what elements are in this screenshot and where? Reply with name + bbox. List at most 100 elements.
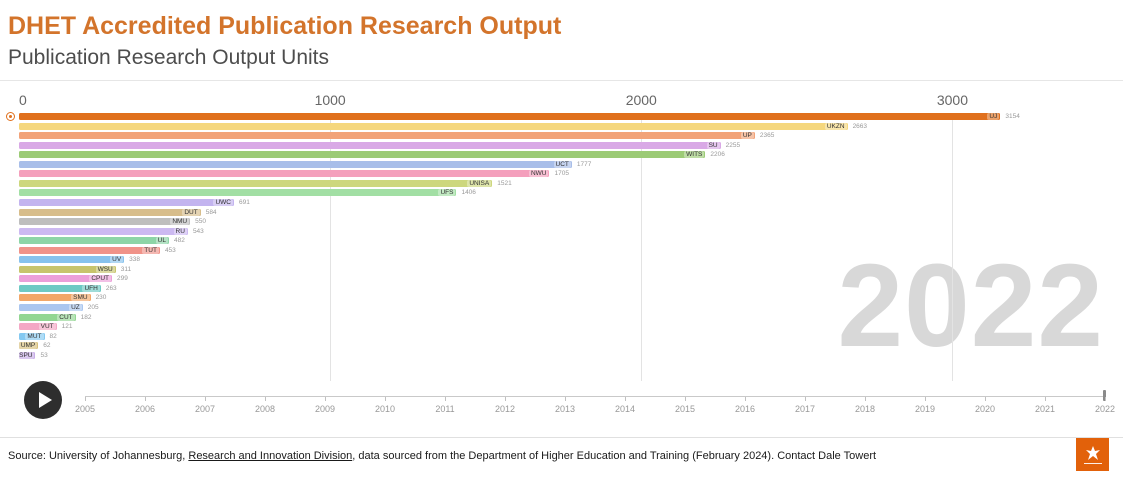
- bar-value-label: 53: [40, 351, 48, 359]
- timeline-tick[interactable]: [565, 397, 566, 401]
- bar-value-label: 584: [205, 208, 217, 216]
- year-watermark: 2022: [837, 240, 1104, 373]
- bar-value-label: 311: [120, 265, 132, 273]
- bar-value-label: 182: [80, 313, 92, 321]
- timeline-year-label[interactable]: 2015: [674, 404, 696, 414]
- timeline-year-label[interactable]: 2009: [314, 404, 336, 414]
- play-button[interactable]: [24, 381, 62, 419]
- bar-value-label: 550: [195, 218, 206, 226]
- timeline-tick[interactable]: [445, 397, 446, 401]
- bar-cut: CUT: [19, 313, 76, 321]
- bar-category-label: UFH: [82, 284, 100, 292]
- timeline-year-label[interactable]: 2021: [1034, 404, 1056, 414]
- timeline-tick[interactable]: [685, 397, 686, 401]
- timeline-tick[interactable]: [865, 397, 866, 401]
- timeline-tick[interactable]: [385, 397, 386, 401]
- bar-row: CUT 182: [19, 313, 1108, 321]
- bar-row: SPU 53: [17, 351, 1108, 359]
- timeline-year-label[interactable]: 2020: [974, 404, 996, 414]
- timeline-year-label[interactable]: 2019: [914, 404, 936, 414]
- bar-uwc: UWC: [19, 198, 234, 206]
- selected-row-marker-icon: [6, 112, 15, 121]
- bar-row: MUT 82: [19, 332, 1108, 340]
- timeline-tick[interactable]: [265, 397, 266, 401]
- bar-value-label: 299: [117, 275, 128, 283]
- bar-wsu: WSU: [19, 265, 116, 273]
- bar-category-label: CUT: [57, 313, 75, 321]
- bar-value-label: 3154: [1005, 113, 1020, 120]
- timeline-tick[interactable]: [505, 397, 506, 401]
- timeline-tick[interactable]: [745, 397, 746, 401]
- bar-category-label: UWC: [213, 198, 233, 206]
- timeline-year-label[interactable]: 2007: [194, 404, 216, 414]
- timeline-year-label[interactable]: 2016: [734, 404, 756, 414]
- bar-category-label: UJ: [987, 113, 1000, 120]
- source-link[interactable]: Research and Innovation Division: [188, 450, 353, 462]
- timeline-tick[interactable]: [145, 397, 146, 401]
- timeline-year-label[interactable]: 2018: [854, 404, 876, 414]
- bar-value-label: 1406: [461, 189, 476, 197]
- timeline-year-label[interactable]: 2012: [494, 404, 516, 414]
- x-axis-tick-label: 1000: [314, 92, 346, 108]
- bar-row: VUT 121: [19, 323, 1108, 331]
- bar-tut: TUT: [19, 246, 160, 254]
- bar-row: TUT 453: [19, 246, 1108, 254]
- bar-row: DUT 584: [19, 208, 1108, 216]
- timeline-tick[interactable]: [925, 397, 926, 401]
- bar-value-label: 453: [164, 246, 176, 254]
- timeline-tick[interactable]: [625, 397, 626, 401]
- timeline-tick[interactable]: [85, 397, 86, 401]
- uj-logo-emblem-icon: [1085, 446, 1100, 460]
- uj-logo-underline: [1083, 463, 1102, 464]
- bar-category-label: NMU: [170, 218, 190, 226]
- timeline-tick[interactable]: [805, 397, 806, 401]
- bar-value-label: 1521: [497, 179, 512, 187]
- x-axis: 0 1000 2000 3000: [19, 92, 1108, 110]
- bar-row: UFS 1406: [19, 189, 1108, 197]
- timeline-handle[interactable]: [1103, 390, 1106, 401]
- bar-ukzn: UKZN: [19, 122, 848, 130]
- bar-value-label: 338: [129, 256, 141, 264]
- bar-vut: VUT: [19, 323, 57, 331]
- bar-row: UKZN 2663: [19, 122, 1108, 130]
- bar-row: UV 338: [19, 256, 1108, 264]
- timeline-year-label[interactable]: 2022: [1094, 404, 1116, 414]
- timeline-tick[interactable]: [1105, 397, 1106, 401]
- bar-category-label: MUT: [25, 332, 44, 340]
- bar-uv: UV: [19, 256, 125, 264]
- x-axis-tick-label: 3000: [936, 92, 968, 108]
- bar-category-label: TUT: [142, 246, 159, 254]
- bar-category-label: WITS: [684, 151, 705, 159]
- timeline-tick[interactable]: [1045, 397, 1046, 401]
- bar-value-label: 543: [192, 227, 204, 235]
- timeline-tick[interactable]: [325, 397, 326, 401]
- timeline-year-label[interactable]: 2010: [374, 404, 396, 414]
- bar-uj: UJ: [6, 112, 1001, 121]
- timeline-year-label[interactable]: 2014: [614, 404, 636, 414]
- bar-mut: MUT: [19, 332, 45, 340]
- bar-uz: UZ: [19, 304, 83, 311]
- bar-ufh: UFH: [19, 284, 101, 292]
- bar-row: UMP 62: [18, 342, 1108, 350]
- bar-category-label: UZ: [69, 304, 82, 311]
- timeline-year-label[interactable]: 2011: [435, 404, 455, 414]
- timeline-year-label[interactable]: 2005: [74, 404, 96, 414]
- bar-row: NMU 550: [19, 218, 1108, 226]
- bar-up: UP: [19, 132, 755, 140]
- timeline-tick[interactable]: [205, 397, 206, 401]
- bar-value-label: 2663: [852, 122, 868, 130]
- bar-row: WITS 2206: [19, 151, 1108, 159]
- bar-value-label: 82: [49, 332, 57, 340]
- bar-ru: RU: [19, 227, 188, 235]
- bar-spu: SPU: [17, 351, 36, 359]
- timeline-year-label[interactable]: 2008: [254, 404, 276, 414]
- bar-category-label: SMU: [71, 294, 90, 302]
- timeline-year-label[interactable]: 2006: [134, 404, 156, 414]
- timeline-tick[interactable]: [985, 397, 986, 401]
- timeline-track[interactable]: 2005 2006 2007 2008 2009 2010 2011 2012 2013 2014…: [75, 390, 1115, 418]
- timeline-year-label[interactable]: 2013: [554, 404, 576, 414]
- timeline-year-label[interactable]: 2017: [794, 404, 816, 414]
- bar-value-label: 1777: [576, 160, 592, 168]
- bar-value-label: 263: [105, 284, 117, 292]
- bar-row: SU 2255: [19, 141, 1108, 149]
